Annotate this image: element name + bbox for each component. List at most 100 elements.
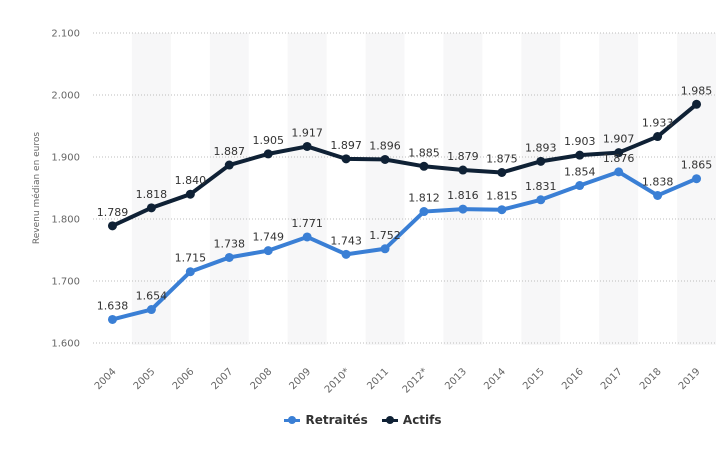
- data-label: 1.917: [291, 126, 323, 139]
- data-label: 1.903: [564, 135, 596, 148]
- data-label: 1.905: [252, 134, 284, 147]
- x-tick-label: 2010*: [323, 366, 352, 395]
- data-point[interactable]: [263, 246, 273, 256]
- band: [209, 33, 249, 345]
- data-point[interactable]: [536, 156, 546, 166]
- data-point[interactable]: [458, 165, 468, 175]
- data-label: 1.840: [175, 174, 207, 187]
- data-point[interactable]: [536, 195, 546, 205]
- series-line-actifs: [110, 102, 699, 228]
- data-label: 1.854: [564, 166, 596, 179]
- data-point[interactable]: [419, 207, 429, 217]
- data-point[interactable]: [224, 252, 234, 262]
- data-point[interactable]: [341, 154, 351, 164]
- data-point[interactable]: [692, 174, 702, 184]
- data-point[interactable]: [185, 189, 195, 199]
- data-labels: 1.638 1.654 1.715 1.738 1.749 1.771 1.743 1.752…: [97, 84, 713, 312]
- y-tick-label: 1.700: [51, 277, 80, 288]
- x-tick-label: 2015: [521, 366, 547, 392]
- data-point[interactable]: [575, 150, 585, 160]
- data-point[interactable]: [185, 267, 195, 277]
- data-point[interactable]: [614, 167, 624, 177]
- data-label: 1.818: [136, 188, 168, 201]
- data-point[interactable]: [146, 305, 156, 315]
- data-label: 1.896: [369, 139, 401, 152]
- data-point[interactable]: [458, 204, 468, 214]
- data-label: 1.933: [642, 117, 674, 130]
- grid-lines: [93, 32, 716, 344]
- data-label: 1.831: [525, 180, 557, 193]
- data-point[interactable]: [653, 132, 663, 142]
- data-label: 1.876: [603, 152, 635, 165]
- data-label: 1.749: [252, 231, 284, 244]
- data-point[interactable]: [263, 149, 273, 159]
- y-tick-label: 2.100: [51, 29, 80, 40]
- data-label: 1.985: [681, 84, 713, 97]
- data-label: 1.815: [486, 190, 518, 203]
- data-label: 1.879: [447, 150, 479, 163]
- data-label: 1.875: [486, 153, 518, 166]
- data-label: 1.771: [291, 217, 323, 230]
- data-point[interactable]: [146, 203, 156, 213]
- data-point[interactable]: [419, 161, 429, 171]
- y-tick-label: 2.000: [51, 91, 80, 102]
- alternating-bands: [131, 33, 716, 345]
- x-tick-label: 2014: [482, 366, 508, 392]
- data-label: 1.789: [97, 206, 129, 219]
- x-tick-label: 2007: [210, 366, 236, 392]
- x-tick-label: 2017: [599, 366, 625, 392]
- data-point[interactable]: [107, 314, 117, 324]
- y-tick-label: 1.900: [51, 153, 80, 164]
- data-label: 1.897: [330, 139, 362, 152]
- data-label: 1.738: [214, 237, 246, 250]
- x-tick-label: 2008: [249, 366, 275, 392]
- legend: Retraités Actifs: [0, 413, 726, 428]
- data-label: 1.654: [136, 290, 168, 303]
- data-point[interactable]: [302, 232, 312, 242]
- data-label: 1.893: [525, 141, 557, 154]
- x-tick-label: 2005: [132, 366, 158, 392]
- band: [599, 33, 639, 345]
- data-point[interactable]: [692, 99, 702, 109]
- y-tick-label: 1.600: [51, 339, 80, 350]
- x-tick-label: 2013: [443, 366, 469, 392]
- band: [521, 33, 561, 345]
- x-axis-ticks: 2004 2005 2006 2007 2008 2009 2010* 2011 2012* 20…: [93, 366, 703, 395]
- data-point[interactable]: [497, 205, 507, 215]
- x-tick-label: 2012*: [401, 366, 430, 395]
- data-label: 1.838: [642, 175, 674, 188]
- data-point[interactable]: [380, 154, 390, 164]
- data-point[interactable]: [575, 181, 585, 191]
- band: [287, 33, 327, 345]
- x-tick-label: 2019: [677, 366, 703, 392]
- x-tick-label: 2016: [560, 366, 586, 392]
- data-point[interactable]: [497, 168, 507, 177]
- band: [443, 33, 483, 345]
- data-label: 1.743: [330, 234, 362, 247]
- data-point[interactable]: [614, 148, 624, 158]
- legend-item-actifs[interactable]: Actifs: [381, 413, 442, 427]
- x-tick-label: 2004: [93, 366, 119, 392]
- data-point[interactable]: [302, 141, 312, 151]
- data-label: 1.752: [369, 229, 401, 242]
- data-label: 1.907: [603, 133, 635, 146]
- data-point[interactable]: [380, 244, 390, 254]
- data-point[interactable]: [224, 160, 234, 170]
- data-label: 1.812: [408, 192, 440, 205]
- data-label: 1.638: [97, 299, 129, 312]
- data-point[interactable]: [107, 221, 117, 231]
- x-tick-label: 2018: [638, 366, 664, 392]
- series-line-retraites: [110, 169, 699, 322]
- data-label: 1.715: [175, 252, 207, 265]
- legend-label-actifs: Actifs: [402, 413, 442, 427]
- x-tick-label: 2006: [171, 366, 197, 392]
- legend-symbol-actifs: [381, 415, 398, 425]
- band: [131, 33, 171, 345]
- data-point[interactable]: [341, 249, 351, 259]
- y-axis-label: Revenu médian en euros: [31, 132, 42, 244]
- data-point[interactable]: [653, 190, 663, 200]
- legend-item-retraites[interactable]: Retraités: [284, 413, 368, 427]
- data-label: 1.887: [214, 145, 246, 158]
- data-label: 1.885: [408, 146, 440, 159]
